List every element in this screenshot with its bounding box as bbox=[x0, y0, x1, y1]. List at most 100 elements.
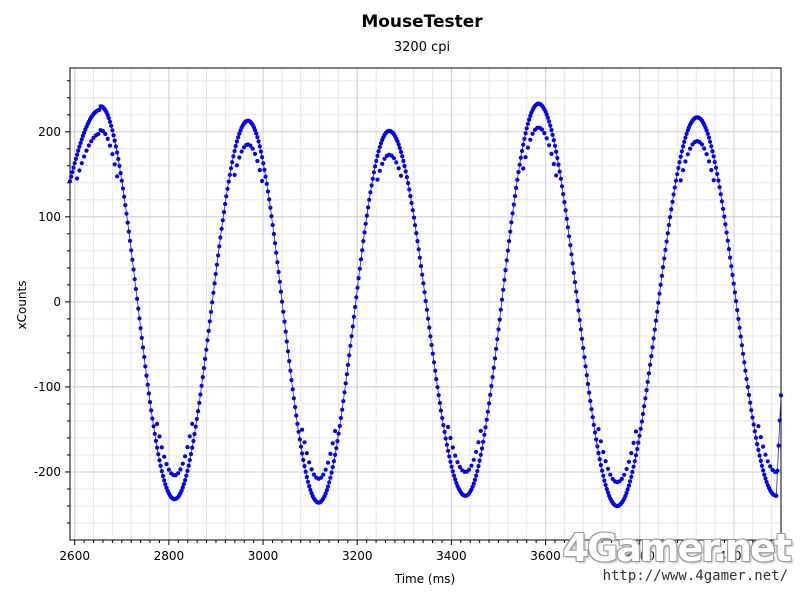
data-point bbox=[683, 135, 688, 140]
data-point bbox=[717, 185, 722, 190]
data-point bbox=[710, 149, 715, 154]
data-point bbox=[511, 202, 516, 207]
data-point bbox=[503, 268, 508, 273]
data-point bbox=[223, 201, 228, 207]
data-point bbox=[718, 192, 723, 197]
data-point bbox=[544, 112, 549, 117]
data-point bbox=[688, 146, 693, 151]
data-point bbox=[722, 214, 727, 219]
data-point bbox=[648, 362, 653, 367]
data-point bbox=[558, 176, 564, 181]
data-point bbox=[590, 415, 595, 420]
data-point bbox=[723, 222, 728, 227]
data-point bbox=[159, 445, 164, 450]
data-point bbox=[429, 342, 434, 348]
data-point bbox=[261, 161, 266, 166]
data-point bbox=[124, 211, 129, 216]
data-point bbox=[657, 291, 662, 296]
data-point bbox=[605, 466, 611, 471]
data-point bbox=[475, 469, 480, 474]
data-point bbox=[147, 400, 153, 405]
data-point bbox=[201, 366, 207, 371]
data-point bbox=[184, 473, 189, 478]
data-point bbox=[337, 423, 342, 429]
data-point bbox=[146, 391, 151, 396]
data-point bbox=[69, 174, 74, 179]
data-point bbox=[498, 307, 503, 312]
data-point bbox=[325, 460, 331, 465]
data-point bbox=[746, 392, 752, 398]
data-point bbox=[589, 407, 594, 412]
data-point bbox=[378, 141, 384, 146]
data-point bbox=[180, 485, 185, 490]
data-point bbox=[275, 260, 280, 265]
data-point bbox=[344, 372, 349, 377]
data-point bbox=[338, 415, 344, 421]
data-point bbox=[523, 155, 528, 160]
data-point bbox=[563, 208, 568, 213]
data-point bbox=[152, 431, 157, 436]
data-point bbox=[188, 452, 194, 457]
x-tick-label: 2600 bbox=[59, 549, 90, 563]
data-point bbox=[309, 467, 314, 472]
data-point bbox=[752, 429, 758, 434]
data-point bbox=[762, 472, 767, 477]
data-point bbox=[559, 184, 565, 189]
data-point bbox=[544, 136, 549, 141]
data-point bbox=[345, 362, 351, 367]
data-point bbox=[545, 115, 551, 120]
data-point bbox=[73, 156, 78, 161]
data-point bbox=[681, 144, 686, 149]
data-point bbox=[75, 176, 80, 181]
data-point bbox=[631, 440, 636, 445]
data-point bbox=[741, 351, 746, 356]
data-point bbox=[478, 452, 483, 457]
data-point bbox=[640, 411, 646, 417]
data-point bbox=[103, 131, 108, 137]
data-point bbox=[155, 445, 160, 450]
data-point bbox=[176, 471, 181, 476]
data-point bbox=[522, 136, 527, 141]
data-point bbox=[281, 309, 286, 314]
data-point bbox=[268, 205, 273, 210]
data-point bbox=[444, 442, 449, 447]
data-point bbox=[489, 384, 494, 389]
data-point bbox=[109, 123, 114, 128]
data-point bbox=[758, 435, 763, 440]
data-point bbox=[82, 154, 87, 159]
data-point bbox=[581, 345, 586, 351]
data-point bbox=[565, 225, 571, 230]
y-tick-label: -100 bbox=[34, 380, 61, 394]
data-point bbox=[508, 229, 513, 234]
data-point bbox=[761, 444, 766, 449]
data-point bbox=[637, 433, 642, 438]
x-tick-label: 3800 bbox=[624, 549, 655, 563]
data-point bbox=[304, 474, 309, 480]
data-point bbox=[450, 469, 455, 474]
data-point bbox=[118, 171, 123, 176]
data-point bbox=[408, 194, 413, 199]
data-point bbox=[755, 442, 760, 447]
data-point bbox=[671, 192, 676, 197]
data-point bbox=[478, 428, 483, 433]
data-point bbox=[193, 424, 198, 429]
data-point bbox=[403, 169, 408, 174]
data-point bbox=[256, 139, 261, 144]
data-point bbox=[277, 279, 282, 284]
data-point bbox=[713, 165, 719, 170]
data-point bbox=[366, 205, 371, 210]
data-point bbox=[631, 464, 636, 469]
data-point bbox=[775, 468, 780, 473]
data-point bbox=[194, 416, 199, 422]
data-point bbox=[311, 472, 316, 477]
data-point bbox=[270, 222, 275, 228]
data-point bbox=[777, 418, 782, 423]
y-tick-label: 200 bbox=[38, 125, 61, 139]
data-point bbox=[597, 457, 602, 462]
data-point bbox=[774, 493, 779, 498]
data-point bbox=[677, 160, 682, 165]
data-point bbox=[664, 239, 669, 244]
data-point bbox=[629, 451, 634, 456]
data-point bbox=[570, 261, 575, 266]
